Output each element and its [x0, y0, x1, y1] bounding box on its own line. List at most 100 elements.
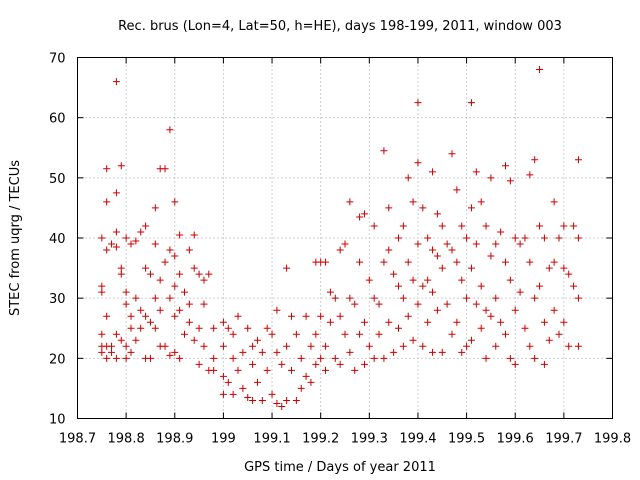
- data-point: [550, 306, 558, 314]
- grid-lines: [77, 57, 613, 419]
- data-point: [385, 246, 393, 254]
- data-point: [161, 342, 169, 350]
- data-point: [297, 384, 305, 392]
- x-tick-label: 199.8: [594, 432, 631, 447]
- data-point: [108, 342, 116, 350]
- data-point: [399, 222, 407, 230]
- data-point: [414, 240, 422, 248]
- data-point: [151, 324, 159, 332]
- data-point: [127, 348, 135, 356]
- data-point: [117, 162, 125, 170]
- data-point: [453, 258, 461, 266]
- data-point: [132, 237, 140, 245]
- data-point: [550, 198, 558, 206]
- data-point: [438, 348, 446, 356]
- data-point: [122, 354, 130, 362]
- data-point: [531, 156, 539, 164]
- data-point: [346, 198, 354, 206]
- data-point: [185, 246, 193, 254]
- data-point: [137, 228, 145, 236]
- data-point: [390, 270, 398, 278]
- data-point: [526, 342, 534, 350]
- data-point: [463, 234, 471, 242]
- data-point: [210, 354, 218, 362]
- y-tick-label: 20: [49, 352, 66, 367]
- data-point: [307, 342, 315, 350]
- data-point: [146, 318, 154, 326]
- data-point: [565, 270, 573, 278]
- data-point: [540, 318, 548, 326]
- data-point: [521, 234, 529, 242]
- data-point: [166, 294, 174, 302]
- data-point: [219, 372, 227, 380]
- data-point: [166, 246, 174, 254]
- data-point: [244, 393, 252, 401]
- data-point: [98, 348, 106, 356]
- y-tick-label: 70: [49, 52, 66, 67]
- data-point: [146, 354, 154, 362]
- y-tick-label: 10: [49, 413, 66, 428]
- axis-ticks: [77, 57, 613, 419]
- data-point: [205, 270, 213, 278]
- data-point: [492, 240, 500, 248]
- data-point: [467, 336, 475, 344]
- data-point: [414, 300, 422, 308]
- data-point: [176, 306, 184, 314]
- data-point: [122, 300, 130, 308]
- data-point: [151, 240, 159, 248]
- data-point: [429, 288, 437, 296]
- data-point: [210, 324, 218, 332]
- data-point: [370, 222, 378, 230]
- y-tick-label: 30: [49, 292, 66, 307]
- data-point: [229, 354, 237, 362]
- data-point: [171, 312, 179, 320]
- data-point: [531, 354, 539, 362]
- data-point: [360, 318, 368, 326]
- data-point: [346, 294, 354, 302]
- data-point: [103, 198, 111, 206]
- data-point: [297, 354, 305, 362]
- data-point: [356, 213, 364, 221]
- data-point: [341, 240, 349, 248]
- data-point: [433, 252, 441, 260]
- x-tick-label: 199.2: [302, 432, 339, 447]
- data-point: [288, 312, 295, 320]
- x-tick-label: 199.3: [351, 432, 388, 447]
- data-point: [429, 168, 437, 176]
- data-point: [176, 231, 184, 239]
- data-point: [229, 330, 237, 338]
- data-point: [166, 351, 174, 359]
- data-point: [433, 210, 441, 218]
- data-point: [492, 294, 500, 302]
- data-point: [380, 147, 388, 155]
- data-point: [385, 318, 393, 326]
- data-point: [502, 162, 509, 170]
- data-point: [574, 234, 582, 242]
- data-point: [458, 222, 466, 230]
- data-point: [292, 330, 300, 338]
- data-point: [448, 246, 456, 254]
- x-tick-labels: 198.7 198.8 198.9 199 199.1 199.2 199.3 199.4 19…: [59, 432, 631, 447]
- data-point: [302, 372, 310, 380]
- data-point: [151, 294, 159, 302]
- data-point: [565, 342, 573, 350]
- data-point: [98, 288, 106, 296]
- data-point: [536, 222, 544, 230]
- data-point: [574, 342, 582, 350]
- data-point: [467, 264, 475, 272]
- data-point: [108, 240, 116, 248]
- data-point: [448, 150, 456, 158]
- data-point: [477, 324, 485, 332]
- data-point: [477, 198, 485, 206]
- data-point: [540, 360, 548, 368]
- data-point: [429, 348, 437, 356]
- data-point: [336, 312, 344, 320]
- data-point: [385, 204, 393, 212]
- data-point: [341, 330, 349, 338]
- data-point: [370, 354, 378, 362]
- data-point: [127, 324, 135, 332]
- data-point: [458, 276, 466, 284]
- data-point: [253, 336, 261, 344]
- data-point: [570, 222, 578, 230]
- data-point: [127, 312, 135, 320]
